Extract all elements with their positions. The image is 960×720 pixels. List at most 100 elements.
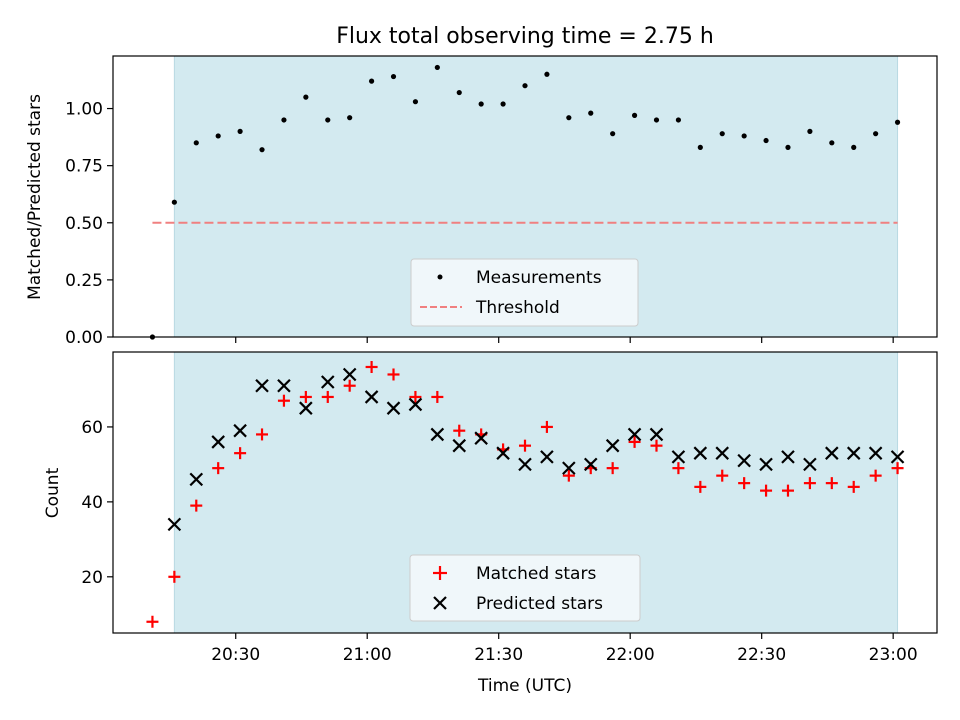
measurement-point	[456, 89, 462, 96]
matched-star-point	[190, 499, 203, 512]
predicted-star-point	[583, 457, 598, 472]
top-legend: Measurements Threshold	[410, 258, 639, 327]
matched-star-point	[234, 447, 247, 460]
matched-star-point	[760, 484, 773, 497]
legend-label-matched: Matched stars	[476, 564, 596, 584]
measurement-point	[281, 117, 287, 123]
predicted-star-point	[430, 427, 445, 442]
bottom-legend-box	[409, 554, 641, 622]
measurement-point	[303, 94, 309, 100]
predicted-star-point	[386, 401, 401, 415]
predicted-star-point	[671, 450, 686, 464]
matched-star-point	[146, 615, 159, 628]
matched-star-point	[299, 390, 312, 403]
top-plot-area	[149, 56, 901, 340]
measurement-point	[588, 110, 594, 116]
measurement-point	[829, 140, 835, 146]
bottom-y-tick-label: 60	[81, 418, 103, 438]
top-y-tick-label: 0.75	[65, 157, 103, 177]
measurement-point	[193, 140, 199, 146]
predicted-star-point	[342, 367, 357, 382]
bottom-x-axis: 20:30 21:00 21:30 22:00 22:30 23:00	[211, 633, 918, 665]
matched-star-point	[650, 439, 663, 452]
predicted-star-point	[540, 450, 554, 464]
measurement-point	[368, 78, 375, 84]
matched-star-point	[562, 469, 575, 482]
predicted-star-point	[846, 446, 861, 460]
measurement-point	[894, 119, 901, 125]
matched-star-point	[869, 469, 882, 482]
matched-star-point	[409, 390, 422, 403]
matched-star-point	[781, 484, 794, 497]
predicted-star-point	[737, 453, 751, 468]
x-tick-label: 20:30	[211, 645, 260, 665]
predicted-star-point	[364, 390, 379, 404]
measurement-point	[544, 71, 550, 77]
matched-star-point	[168, 570, 181, 583]
measurement-point	[390, 73, 397, 80]
matched-star-point	[387, 368, 400, 381]
matched-star-point	[540, 420, 553, 433]
matched-star-point	[847, 480, 860, 493]
top-y-tick-label: 0.00	[65, 328, 103, 348]
top-panel: 0.00 0.25 0.50 0.75 1.00 Matched/Predicted s…	[25, 55, 938, 348]
predicted-star-point	[408, 397, 423, 412]
measurement-point	[325, 117, 331, 123]
matched-star-point	[343, 379, 356, 392]
measurement-point	[631, 112, 638, 118]
legend-marker-matched	[433, 566, 447, 580]
predicted-star-point	[518, 457, 532, 472]
bottom-legend: Matched stars Predicted stars	[409, 554, 641, 622]
predicted-star-point	[890, 450, 905, 464]
matched-star-point	[519, 439, 531, 452]
top-y-tick-label: 1.00	[65, 100, 103, 120]
predicted-star-point	[255, 378, 269, 393]
matched-star-point	[453, 424, 466, 437]
measurement-point	[171, 199, 177, 205]
predicted-star-point	[715, 446, 730, 460]
predicted-star-point	[211, 435, 225, 449]
measurement-point	[566, 115, 572, 121]
matched-star-point	[256, 428, 269, 441]
matched-star-point	[891, 462, 904, 475]
top-legend-box	[410, 258, 639, 327]
measurement-point	[434, 64, 440, 71]
predicted-star-point	[452, 438, 467, 453]
measurement-point	[873, 131, 879, 137]
measurement-point	[500, 101, 506, 107]
bottom-plot-area	[146, 352, 905, 633]
predicted-star-point	[649, 427, 664, 442]
top-y-axis-label: Matched/Predicted stars	[25, 94, 45, 300]
x-tick-label: 22:00	[606, 645, 655, 665]
legend-label-measurements: Measurements	[476, 268, 602, 288]
predicted-star-point	[605, 438, 620, 453]
measurement-point	[807, 128, 813, 134]
measurement-point	[763, 137, 769, 144]
predicted-star-point	[627, 427, 642, 442]
bottom-panel: 20 40 60 20:30 21:00 21:30 22:00 22:30 23:00 Co…	[43, 351, 938, 696]
predicted-star-point	[233, 423, 247, 438]
measurement-point	[215, 133, 221, 139]
matched-star-point	[738, 477, 751, 490]
predicted-star-point	[803, 457, 817, 472]
top-y-tick-label: 0.25	[65, 271, 103, 291]
measurement-point	[347, 115, 353, 121]
measurement-point	[785, 144, 791, 150]
measurement-point	[697, 144, 703, 150]
predicted-star-point	[299, 401, 313, 415]
predicted-star-point	[759, 457, 773, 472]
top-y-tick-label: 0.50	[65, 214, 103, 234]
top-axes-frame	[112, 55, 938, 338]
matched-star-point	[672, 462, 685, 475]
matched-star-point	[716, 469, 729, 482]
matched-star-point	[321, 390, 334, 403]
predicted-star-point	[825, 446, 839, 460]
legend-label-predicted: Predicted stars	[476, 594, 603, 614]
matched-star-point	[825, 477, 838, 490]
bottom-y-tick-label: 40	[81, 493, 103, 513]
matched-star-point	[803, 477, 816, 490]
matched-star-point	[212, 462, 225, 475]
chart-title: Flux total observing time = 2.75 h	[336, 24, 714, 49]
measurement-point	[522, 83, 528, 89]
